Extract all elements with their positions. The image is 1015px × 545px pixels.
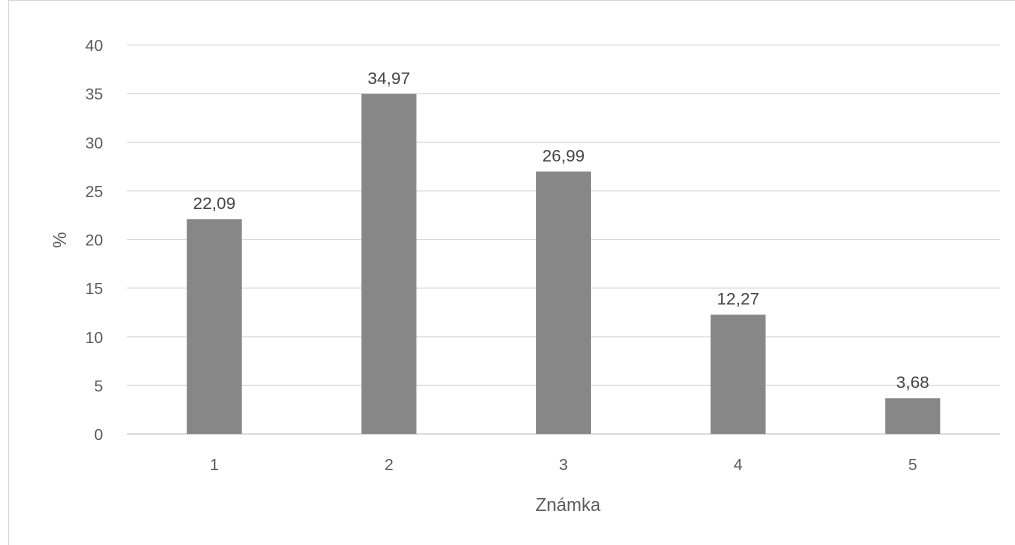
x-tick-label-4: 4 [734,457,743,474]
chart-frame [8,0,1015,545]
bar-1 [186,219,242,434]
y-tick-label: 5 [94,378,103,395]
y-tick-label: 10 [85,330,103,347]
x-tick-label-5: 5 [908,457,917,474]
y-tick-labels: 0 5 10 15 20 25 30 35 40 [85,38,103,444]
data-label-1: 22,09 [193,194,236,213]
y-tick-label: 15 [85,281,103,298]
x-axis-title: Známka [535,495,601,515]
data-label-4: 12,27 [717,290,760,309]
y-axis-title: % [50,232,70,248]
bar-3 [536,171,591,434]
y-tick-label: 40 [85,38,103,55]
data-label-2: 34,97 [368,69,411,88]
x-tick-label-3: 3 [559,457,568,474]
y-tick-label: 25 [85,184,103,201]
y-tick-label: 35 [85,87,103,104]
y-tick-label: 30 [85,135,103,152]
bar-4 [710,314,766,434]
x-tick-label-1: 1 [210,457,219,474]
x-tick-labels: 1 2 3 4 5 [210,457,917,474]
x-tick-label-2: 2 [384,457,393,474]
data-labels: 22,09 34,97 26,99 12,27 3,68 [193,69,929,392]
data-label-5: 3,68 [896,373,929,392]
bar-2 [361,93,417,434]
bars [186,93,941,434]
bar-5 [885,398,941,434]
data-label-3: 26,99 [542,147,585,166]
y-tick-label: 20 [85,233,103,250]
y-tick-label: 0 [94,427,103,444]
